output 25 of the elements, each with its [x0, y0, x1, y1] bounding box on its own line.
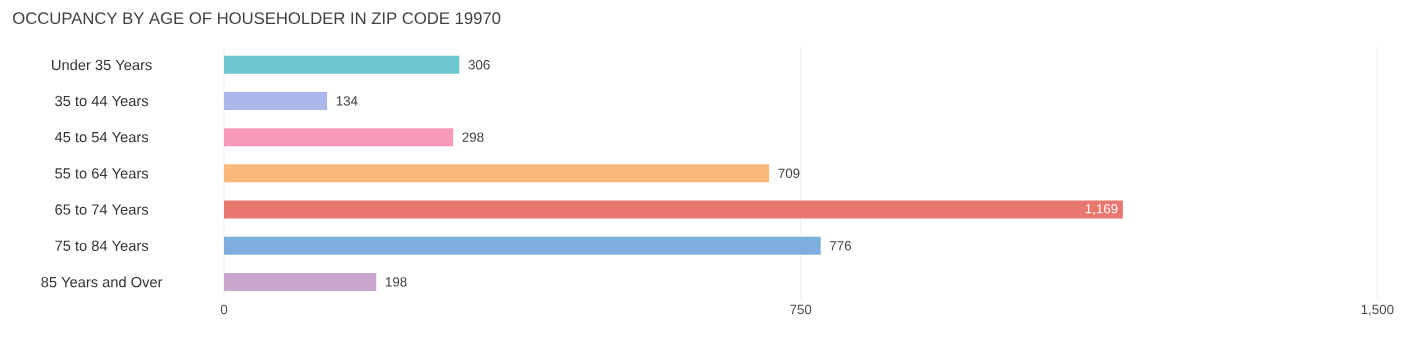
bar — [224, 272, 377, 291]
y-tick-label: 75 to 84 Years — [55, 240, 149, 251]
x-tick-label: 1,500 — [1361, 304, 1394, 316]
x-tick-label: 0 — [220, 304, 228, 315]
data-label: 776 — [830, 241, 852, 251]
y-tick-label: 85 Years and Over — [41, 276, 163, 288]
x-tick-label: 750 — [790, 304, 812, 315]
y-tick-label: 35 to 44 Years — [55, 95, 149, 107]
bar — [224, 91, 328, 110]
data-label: 306 — [468, 60, 490, 70]
bar — [224, 128, 454, 147]
data-label: 198 — [385, 277, 407, 287]
bar — [224, 164, 770, 183]
bar — [224, 236, 821, 255]
chart-title: OCCUPANCY BY AGE OF HOUSEHOLDER IN ZIP CODE 19970 — [13, 12, 501, 25]
data-label: 298 — [462, 132, 484, 142]
data-label: 1,169 — [1085, 204, 1118, 216]
bar — [224, 55, 460, 74]
y-tick-label: 55 to 64 Years — [55, 168, 149, 179]
data-label: 134 — [336, 96, 358, 106]
bar — [224, 200, 1123, 219]
y-tick-label: 45 to 54 Years — [54, 132, 149, 143]
y-tick-label: Under 35 Years — [52, 59, 152, 71]
data-label: 709 — [778, 168, 800, 179]
y-tick-label: 65 to 74 Years — [55, 204, 149, 215]
